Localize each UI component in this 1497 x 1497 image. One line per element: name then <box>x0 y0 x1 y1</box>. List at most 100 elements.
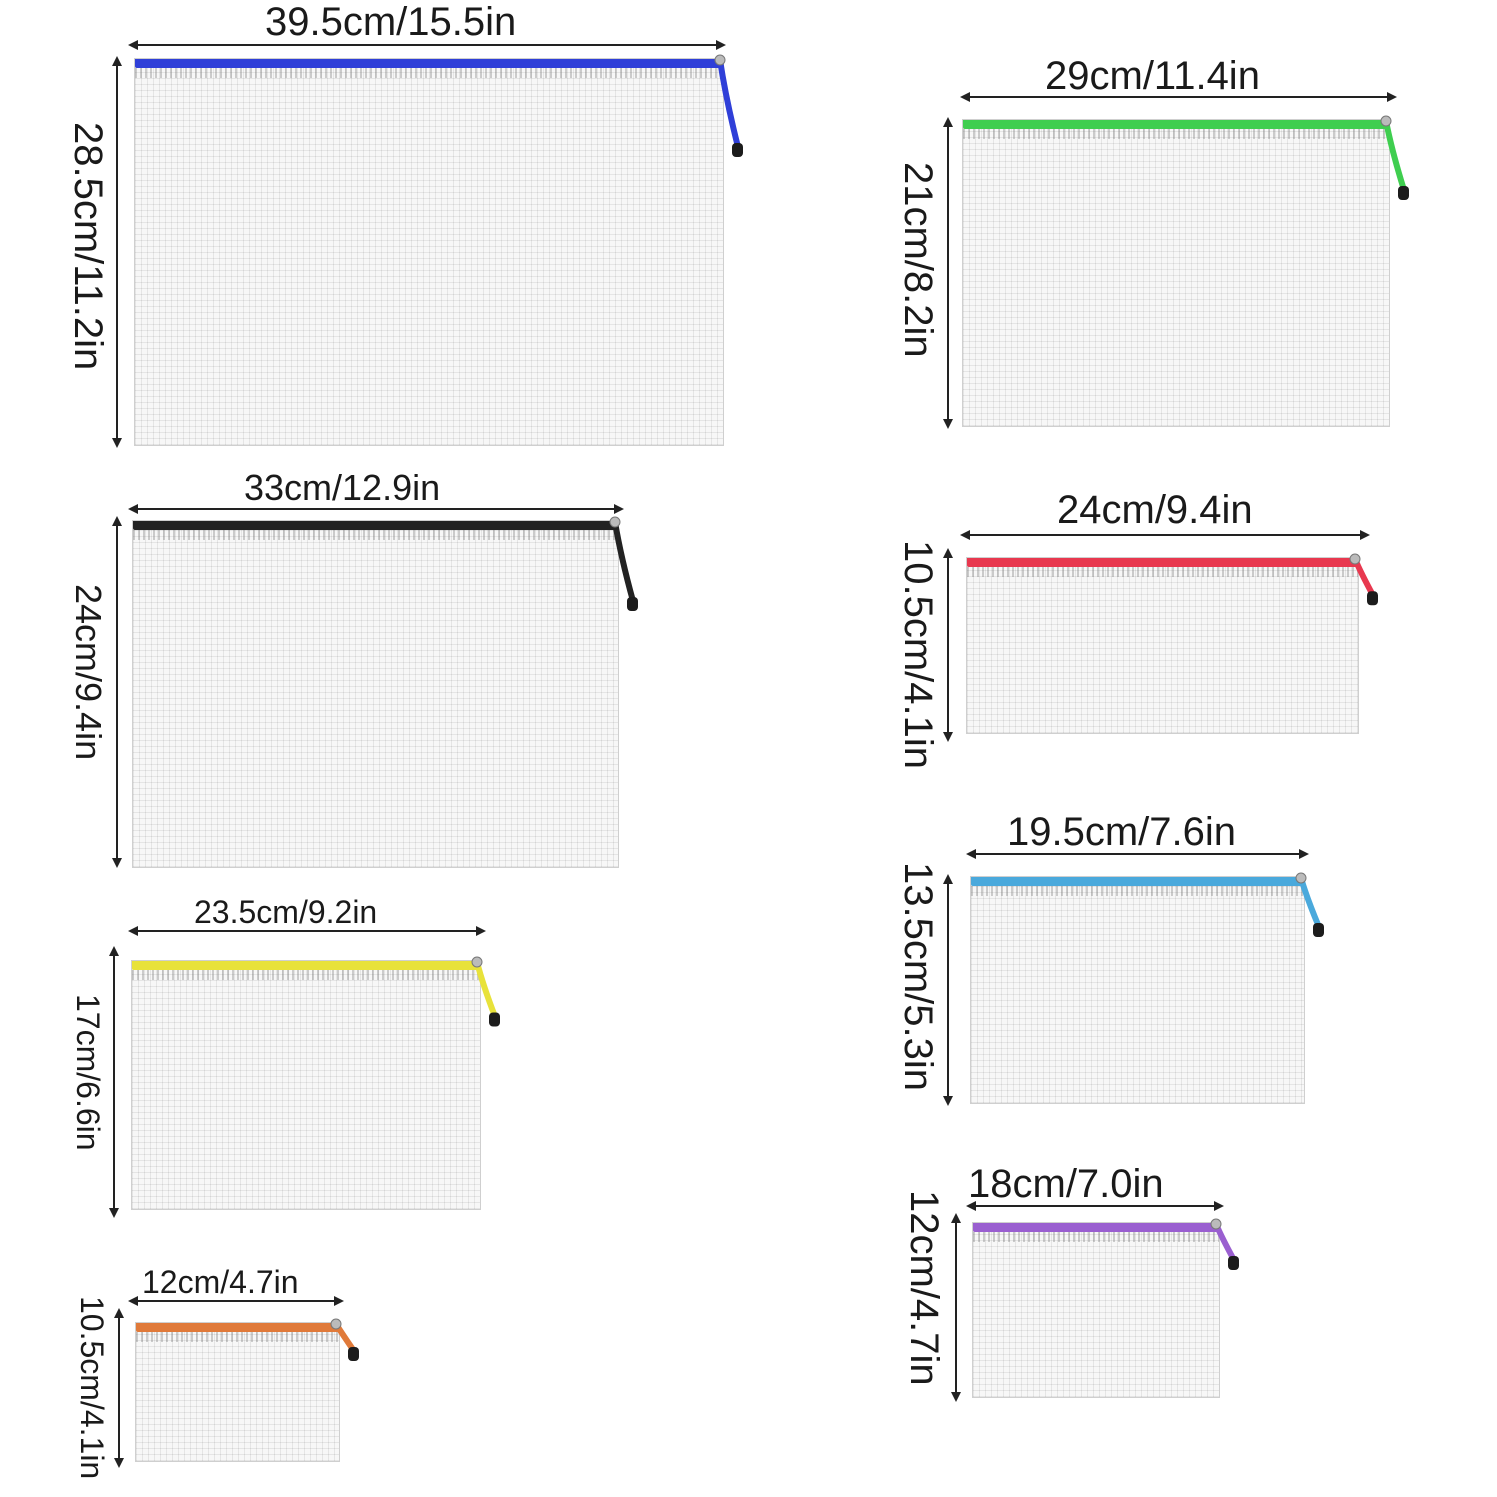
arrow-right-icon <box>614 504 624 514</box>
pouch-7 <box>970 876 1305 1104</box>
width-label: 23.5cm/9.2in <box>194 894 378 930</box>
width-dimension-line <box>968 1205 1222 1207</box>
height-label: 13.5cm/5.3in <box>896 862 940 1092</box>
zipper <box>132 961 480 970</box>
zipper-edge <box>963 129 1389 139</box>
arrow-down-icon <box>114 1458 124 1468</box>
mesh-fabric <box>133 521 618 867</box>
zipper-pull-icon <box>714 54 743 157</box>
width-dimension-line <box>130 930 484 932</box>
height-dimension-line <box>116 58 118 446</box>
pouch-4 <box>135 1322 340 1462</box>
arrow-up-icon <box>112 516 122 526</box>
zipper <box>971 877 1304 886</box>
arrow-right-icon <box>1214 1201 1224 1211</box>
arrow-down-icon <box>943 732 953 742</box>
arrow-right-icon <box>1360 530 1370 540</box>
mesh-fabric <box>971 877 1304 1103</box>
zipper-edge <box>132 970 480 980</box>
arrow-up-icon <box>951 1213 961 1223</box>
arrow-right-icon <box>334 1296 344 1306</box>
width-dimension-line <box>130 1300 342 1302</box>
arrow-up-icon <box>943 117 953 127</box>
zipper-pull-icon <box>330 1318 359 1361</box>
height-label: 17cm/6.6in <box>70 994 106 1151</box>
height-label: 28.5cm/11.2in <box>66 122 110 371</box>
arrow-up-icon <box>112 56 122 66</box>
arrow-left-icon <box>960 530 970 540</box>
arrow-down-icon <box>112 438 122 448</box>
width-label: 18cm/7.0in <box>968 1162 1164 1206</box>
mesh-fabric <box>136 1323 339 1461</box>
width-dimension-line <box>962 534 1368 536</box>
width-label: 33cm/12.9in <box>244 467 441 508</box>
zipper-edge <box>971 886 1304 896</box>
arrow-left-icon <box>960 92 970 102</box>
arrow-right-icon <box>476 926 486 936</box>
width-label: 39.5cm/15.5in <box>265 0 517 44</box>
width-dimension-line <box>130 508 622 510</box>
arrow-down-icon <box>943 1096 953 1106</box>
width-dimension-line <box>962 96 1395 98</box>
zipper-pull-icon <box>1349 553 1378 606</box>
zipper-edge <box>133 530 618 540</box>
height-dimension-line <box>955 1215 957 1400</box>
arrow-right-icon <box>1299 849 1309 859</box>
height-dimension-line <box>116 518 118 866</box>
arrow-right-icon <box>1387 92 1397 102</box>
zipper <box>133 521 618 530</box>
zipper-edge <box>967 567 1358 577</box>
arrow-down-icon <box>112 858 122 868</box>
height-label: 24cm/9.4in <box>68 584 109 761</box>
zipper <box>963 120 1389 129</box>
pouch-3 <box>131 960 481 1210</box>
height-label: 21cm/8.2in <box>896 162 940 358</box>
height-label: 10.5cm/4.1in <box>896 540 940 770</box>
arrow-left-icon <box>966 849 976 859</box>
width-label: 19.5cm/7.6in <box>1007 810 1237 854</box>
mesh-fabric <box>967 558 1358 733</box>
zipper <box>967 558 1358 567</box>
height-dimension-line <box>947 119 949 427</box>
width-label: 29cm/11.4in <box>1045 54 1260 98</box>
arrow-left-icon <box>966 1201 976 1211</box>
zipper-edge <box>135 68 723 78</box>
height-label: 10.5cm/4.1in <box>74 1296 110 1480</box>
arrow-right-icon <box>716 40 726 50</box>
zipper <box>135 59 723 68</box>
height-dimension-line <box>947 550 949 740</box>
zipper <box>973 1223 1219 1232</box>
arrow-down-icon <box>951 1392 961 1402</box>
mesh-fabric <box>963 120 1389 426</box>
mesh-fabric <box>973 1223 1219 1397</box>
arrow-left-icon <box>128 40 138 50</box>
width-label: 24cm/9.4in <box>1057 488 1253 532</box>
arrow-up-icon <box>114 1308 124 1318</box>
arrow-up-icon <box>109 946 119 956</box>
pouch-6 <box>966 557 1359 734</box>
zipper-edge <box>973 1232 1219 1242</box>
arrow-left-icon <box>128 926 138 936</box>
zipper-pull-icon <box>1295 872 1324 937</box>
width-label: 12cm/4.7in <box>142 1264 299 1300</box>
zipper <box>136 1323 339 1332</box>
zipper-pull-icon <box>609 516 638 611</box>
pouch-2 <box>132 520 619 868</box>
height-label: 12cm/4.7in <box>902 1190 946 1386</box>
pouch-5 <box>962 119 1390 427</box>
mesh-fabric <box>135 59 723 445</box>
arrow-down-icon <box>109 1208 119 1218</box>
arrow-up-icon <box>943 874 953 884</box>
zipper-pull-icon <box>1210 1218 1239 1270</box>
arrow-left-icon <box>128 1296 138 1306</box>
width-dimension-line <box>968 853 1307 855</box>
mesh-fabric <box>132 961 480 1209</box>
zipper-pull-icon <box>1380 115 1409 200</box>
zipper-edge <box>136 1332 339 1342</box>
pouch-8 <box>972 1222 1220 1398</box>
zipper-pull-icon <box>471 956 500 1027</box>
height-dimension-line <box>947 876 949 1104</box>
height-dimension-line <box>113 948 115 1216</box>
pouch-1 <box>134 58 724 446</box>
arrow-left-icon <box>128 504 138 514</box>
